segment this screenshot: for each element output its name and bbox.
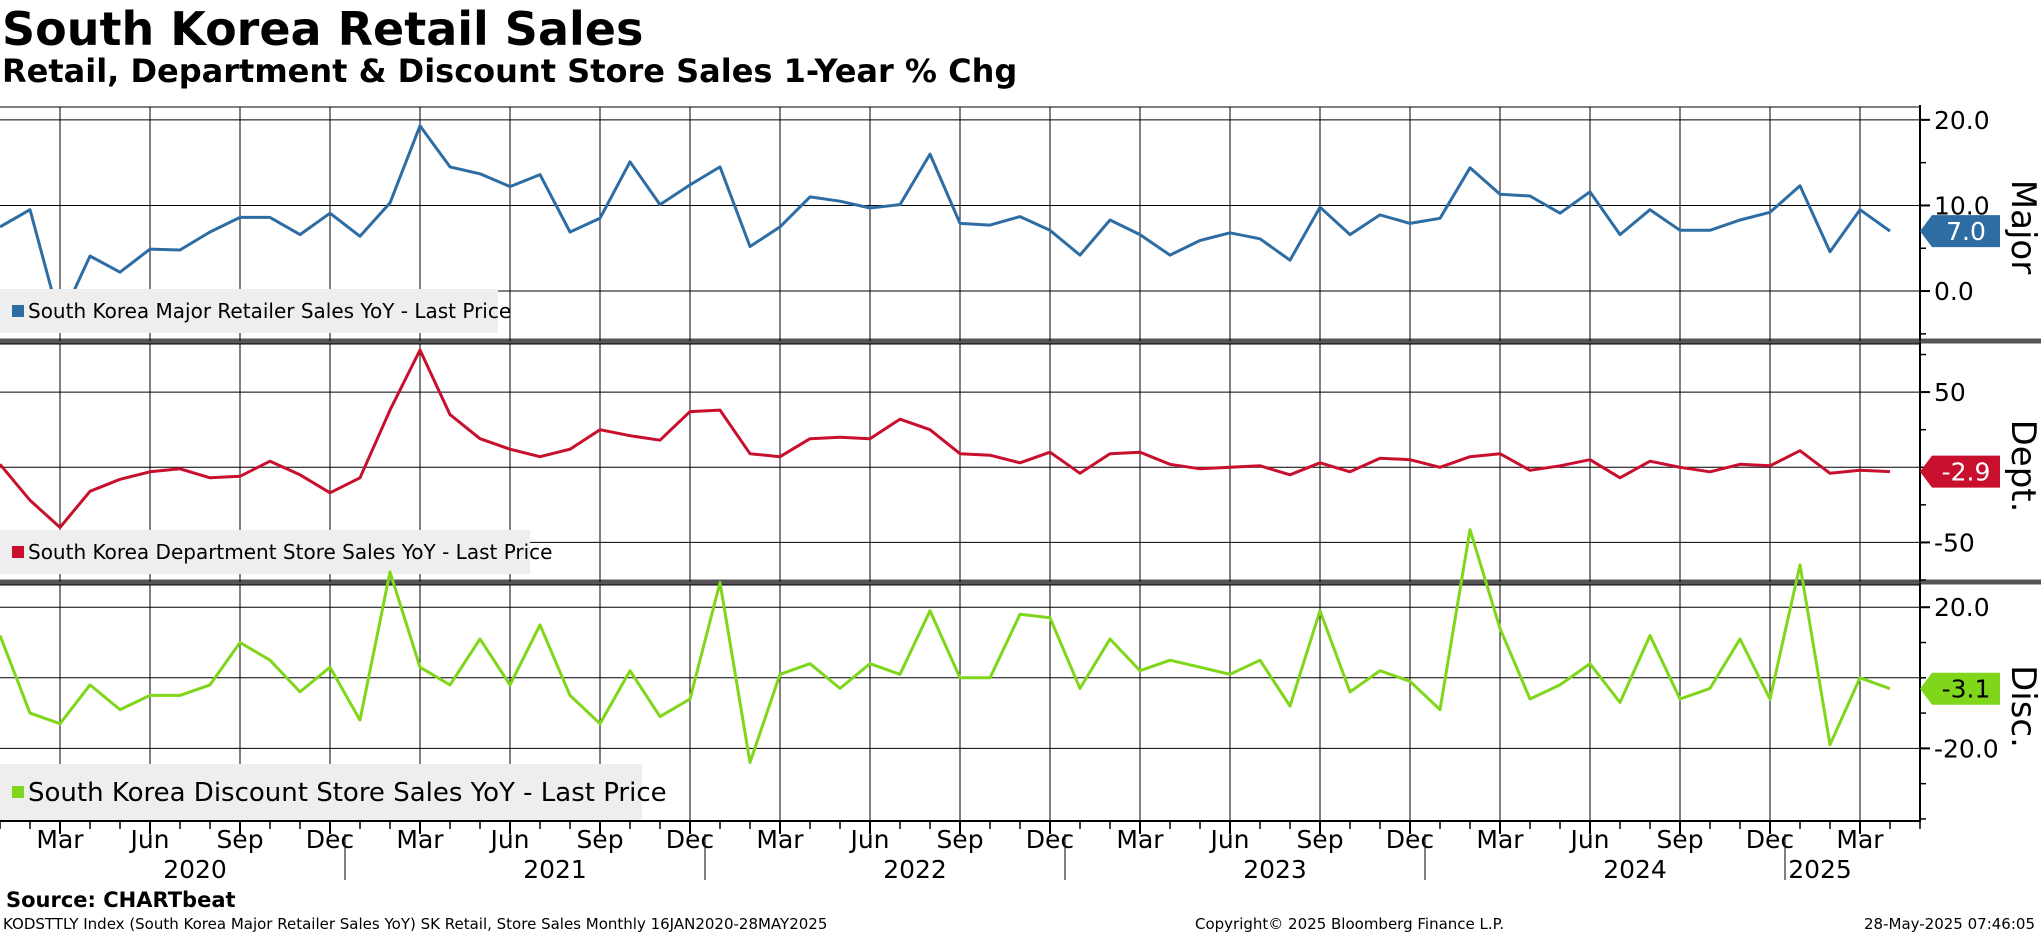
panel-label: Dept. bbox=[2003, 420, 2041, 513]
legend-swatch bbox=[12, 786, 24, 798]
legend-swatch bbox=[12, 305, 24, 317]
x-year-label: 2025 bbox=[1788, 855, 1852, 884]
x-tick-label: Jun bbox=[1208, 825, 1249, 854]
x-tick-label: Dec bbox=[1026, 825, 1074, 854]
index-info: KODSTTLY Index (South Korea Major Retail… bbox=[3, 915, 828, 933]
x-tick-label: Dec bbox=[1386, 825, 1434, 854]
series-line bbox=[0, 348, 1891, 529]
legend-box bbox=[0, 764, 642, 820]
x-tick-label: Mar bbox=[1116, 825, 1164, 854]
chart-title: South Korea Retail Sales bbox=[2, 2, 644, 56]
x-year-label: 2024 bbox=[1603, 855, 1667, 884]
panel-separator bbox=[0, 338, 2041, 344]
series-line bbox=[0, 528, 1891, 764]
x-tick-label: Sep bbox=[1296, 825, 1343, 854]
legend-box bbox=[0, 530, 530, 574]
panel-dept: -50 50 South Korea Department Store Sales … bbox=[0, 342, 2041, 582]
source-label: Source: CHARTbeat bbox=[6, 888, 236, 912]
x-tick-label: Jun bbox=[848, 825, 889, 854]
x-year-label: 2020 bbox=[163, 855, 227, 884]
last-value-label: -3.1 bbox=[1942, 675, 1991, 704]
copyright: Copyright© 2025 Bloomberg Finance L.P. bbox=[1195, 915, 1505, 933]
last-value-marker bbox=[1920, 215, 2000, 248]
panel-label: Disc. bbox=[2003, 665, 2041, 748]
y-tick-label: 20.0 bbox=[1934, 593, 1990, 622]
x-tick-label: Mar bbox=[1476, 825, 1524, 854]
x-tick-label: Mar bbox=[756, 825, 804, 854]
x-tick-label: Sep bbox=[216, 825, 263, 854]
y-tick-label: -50 bbox=[1934, 528, 1975, 557]
series-line bbox=[0, 124, 1891, 323]
x-tick-label: Dec bbox=[306, 825, 354, 854]
last-value-label: 7.0 bbox=[1946, 217, 1986, 246]
x-tick-label: Sep bbox=[936, 825, 983, 854]
x-tick-label: Mar bbox=[1836, 825, 1884, 854]
x-year-label: 2022 bbox=[883, 855, 947, 884]
timestamp: 28-May-2025 07:46:05 bbox=[1864, 915, 2035, 933]
chart-subtitle: Retail, Department & Discount Store Sale… bbox=[2, 52, 1018, 90]
x-tick-label: Mar bbox=[396, 825, 444, 854]
x-tick-label: Jun bbox=[1568, 825, 1609, 854]
x-tick-label: Jun bbox=[488, 825, 529, 854]
x-tick-label: Sep bbox=[1656, 825, 1703, 854]
y-tick-label: -20.0 bbox=[1934, 734, 1999, 763]
legend-label: South Korea Discount Store Sales YoY - L… bbox=[28, 778, 667, 808]
y-tick-label: 0.0 bbox=[1934, 277, 1974, 306]
legend-box bbox=[0, 289, 498, 333]
x-tick-label: Dec bbox=[666, 825, 714, 854]
last-value-label: -2.9 bbox=[1942, 458, 1991, 487]
x-year-label: 2021 bbox=[523, 855, 587, 884]
x-tick-label: Dec bbox=[1746, 825, 1794, 854]
x-tick-label: Sep bbox=[576, 825, 623, 854]
last-value-marker bbox=[1920, 455, 2000, 488]
y-tick-label: 50 bbox=[1934, 378, 1966, 407]
last-value-marker bbox=[1920, 672, 2000, 705]
y-tick-label: 20.0 bbox=[1934, 106, 1990, 135]
legend-label: South Korea Major Retailer Sales YoY - L… bbox=[28, 299, 511, 323]
legend-swatch bbox=[12, 546, 24, 558]
x-year-label: 2023 bbox=[1243, 855, 1307, 884]
panel-disc: -20.0 20.0 South Korea Discount Store Sale… bbox=[0, 528, 2041, 822]
panel-label: Major bbox=[2003, 180, 2041, 274]
panel-separator bbox=[0, 579, 2041, 585]
x-tick-label: Jun bbox=[128, 825, 169, 854]
legend-label: South Korea Department Store Sales YoY -… bbox=[28, 540, 552, 564]
x-tick-label: Mar bbox=[36, 825, 84, 854]
